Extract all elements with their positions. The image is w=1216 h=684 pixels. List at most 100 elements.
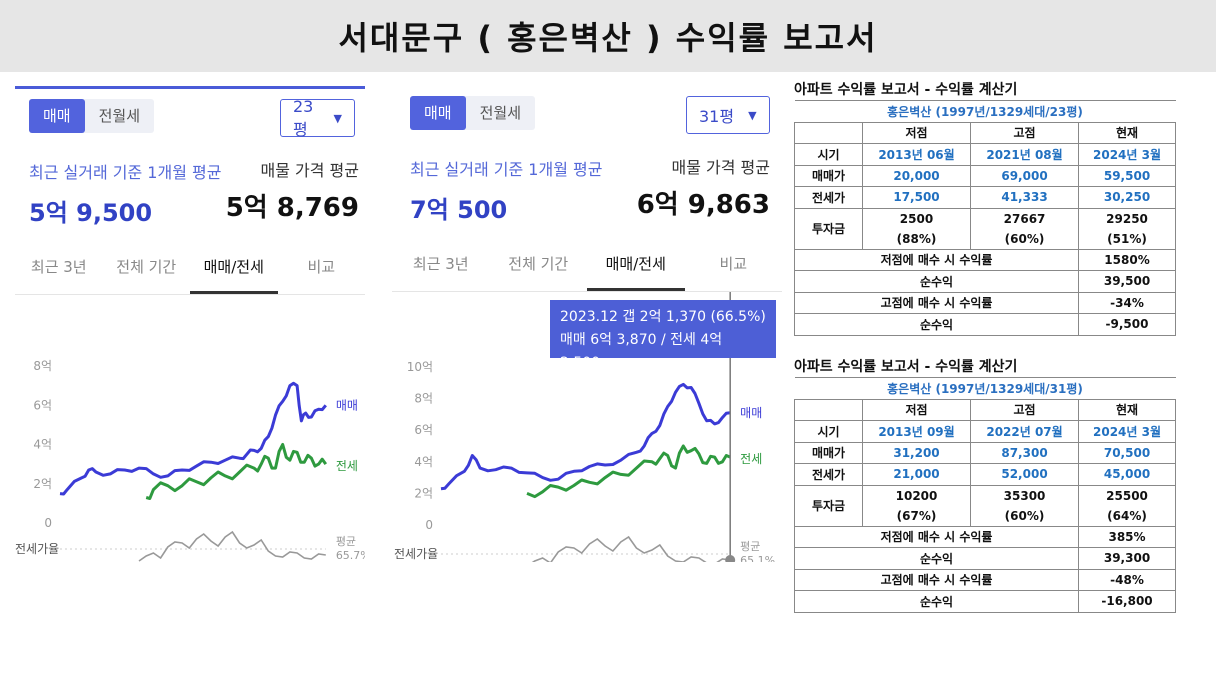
cell-sale-low: 31,200 bbox=[861, 441, 972, 464]
invest-amount: 25500 bbox=[1106, 488, 1148, 503]
series-line-sale bbox=[440, 382, 731, 491]
period-tabs: 최근 3년 전체 기간 매매/전세 비교 bbox=[392, 244, 782, 292]
summary-value: -16,800 bbox=[1078, 590, 1176, 613]
cell-jeonse-current: 30,250 bbox=[1078, 186, 1176, 209]
tab-compare[interactable]: 비교 bbox=[719, 255, 748, 273]
y-tick-label: 10억 bbox=[407, 360, 433, 374]
y-tick-label: 6억 bbox=[414, 423, 433, 437]
summary-value: 39,500 bbox=[1078, 270, 1176, 293]
summary-label: 고점에 매수 시 수익률 bbox=[793, 568, 1080, 591]
header-low: 저점 bbox=[861, 398, 972, 421]
cell-period-current: 2024년 3월 bbox=[1078, 420, 1176, 443]
trade-type-toggle: 매매 전월세 bbox=[29, 99, 155, 133]
price-panel-31: 매매 전월세 31평 ▼ 최근 실거래 기준 1개월 평균 7억 500 매물 … bbox=[392, 86, 782, 626]
cell-invest-current: 29250 (51%) bbox=[1078, 207, 1176, 250]
size-dropdown[interactable]: 31평 ▼ bbox=[686, 96, 770, 134]
header-empty bbox=[794, 121, 863, 144]
trade-type-toggle: 매매 전월세 bbox=[410, 96, 536, 130]
row-label-jeonse: 전세가 bbox=[794, 463, 863, 486]
cell-period-high: 2021년 08월 bbox=[970, 143, 1080, 166]
chevron-down-icon: ▼ bbox=[333, 111, 342, 125]
invest-amount: 2500 bbox=[899, 211, 934, 226]
series-line-jeonse bbox=[145, 443, 328, 500]
tab-all-period[interactable]: 전체 기간 bbox=[116, 258, 177, 276]
y-tick-label: 8억 bbox=[414, 392, 433, 406]
tooltip-line-gap: 2023.12 갭 2억 1,370 (66.5%) bbox=[560, 309, 766, 325]
size-value: 31평 bbox=[699, 107, 735, 126]
yield-calculator-31: 아파트 수익률 보고서 - 수익률 계산기 홍은벽산 (1997년/1329세대… bbox=[793, 357, 1176, 613]
cursor-dot bbox=[725, 555, 736, 562]
cell-sale-high: 69,000 bbox=[970, 164, 1080, 187]
summary-label: 순수익 bbox=[793, 547, 1080, 570]
invest-pct: (67%) bbox=[896, 508, 937, 523]
invest-pct: (60%) bbox=[1004, 508, 1045, 523]
cell-invest-high: 27667 (60%) bbox=[970, 207, 1080, 250]
cell-sale-current: 70,500 bbox=[1078, 441, 1176, 464]
apartment-info: 홍은벽산 (1997년/1329세대/23평) bbox=[794, 100, 1176, 123]
series-label-jeonse: 전세 bbox=[336, 459, 358, 473]
page-title: 서대문구 ( 홍은벽산 ) 수익률 보고서 bbox=[338, 19, 878, 57]
cell-invest-low: 2500 (88%) bbox=[861, 207, 972, 250]
ask-price-label: 매물 가격 평균 bbox=[260, 161, 360, 180]
tab-sale-jeonse[interactable]: 매매/전세 bbox=[190, 247, 278, 294]
summary-label: 순수익 bbox=[793, 270, 1080, 293]
cell-invest-high: 35300 (60%) bbox=[970, 484, 1080, 527]
price-chart: 8억6억4억2억02006200820102012201420162018202… bbox=[15, 359, 365, 562]
header-current: 현재 bbox=[1078, 121, 1176, 144]
y-tick-label: 4억 bbox=[414, 455, 433, 469]
ratio-line bbox=[138, 530, 326, 562]
tab-sale-jeonse[interactable]: 매매/전세 bbox=[587, 244, 685, 291]
invest-amount: 35300 bbox=[1003, 488, 1046, 503]
cell-period-high: 2022년 07월 bbox=[970, 420, 1080, 443]
summary-value: -48% bbox=[1078, 568, 1176, 591]
row-label-period: 시기 bbox=[794, 420, 863, 443]
period-tabs: 최근 3년 전체 기간 매매/전세 비교 bbox=[15, 247, 365, 295]
avg-label: 평균 bbox=[740, 540, 760, 553]
series-label-sale: 매매 bbox=[740, 406, 762, 420]
invest-pct: (88%) bbox=[896, 231, 937, 246]
invest-amount: 10200 bbox=[895, 488, 938, 503]
series-label-jeonse: 전세 bbox=[740, 452, 762, 466]
toggle-sale[interactable]: 매매 bbox=[410, 96, 466, 130]
ratio-label: 전세가율 bbox=[15, 542, 59, 556]
header-high: 고점 bbox=[970, 398, 1080, 421]
toggle-rent[interactable]: 전월세 bbox=[479, 104, 522, 122]
tab-all-period[interactable]: 전체 기간 bbox=[508, 255, 569, 273]
invest-amount: 27667 bbox=[1003, 211, 1046, 226]
tab-recent-3y[interactable]: 최근 3년 bbox=[412, 255, 469, 273]
summary-value: 1580% bbox=[1078, 248, 1176, 271]
cell-jeonse-low: 21,000 bbox=[861, 463, 972, 486]
header-high: 고점 bbox=[970, 121, 1080, 144]
tooltip-line-prices: 매매 6억 3,870 / 전세 4억 2,500 bbox=[560, 332, 723, 371]
ask-price-label: 매물 가격 평균 bbox=[671, 158, 771, 177]
toggle-rent[interactable]: 전월세 bbox=[98, 107, 141, 125]
cell-invest-low: 10200 (67%) bbox=[861, 484, 972, 527]
tab-recent-3y[interactable]: 최근 3년 bbox=[30, 258, 87, 276]
summary-label: 고점에 매수 시 수익률 bbox=[793, 291, 1080, 314]
y-tick-label: 2억 bbox=[33, 477, 52, 491]
row-label-jeonse: 전세가 bbox=[794, 186, 863, 209]
header-empty bbox=[794, 398, 863, 421]
size-dropdown[interactable]: 23평 ▼ bbox=[280, 97, 355, 139]
series-line-jeonse bbox=[526, 444, 731, 499]
summary-value: -34% bbox=[1078, 291, 1176, 314]
avg-label: 평균 bbox=[336, 535, 356, 548]
cell-jeonse-current: 45,000 bbox=[1078, 463, 1176, 486]
summary-label: 순수익 bbox=[793, 313, 1080, 336]
summary-value: 385% bbox=[1078, 525, 1176, 548]
series-line-sale bbox=[59, 381, 327, 496]
cell-period-current: 2024년 3월 bbox=[1078, 143, 1176, 166]
recent-trade-label: 최근 실거래 기준 1개월 평균 bbox=[410, 160, 603, 179]
toggle-sale[interactable]: 매매 bbox=[29, 99, 85, 133]
row-label-sale: 매매가 bbox=[794, 164, 863, 187]
y-tick-label: 0 bbox=[425, 518, 433, 532]
y-tick-label: 6억 bbox=[33, 398, 52, 412]
header-current: 현재 bbox=[1078, 398, 1176, 421]
price-chart: 10억8억6억4억2억02006200820102012201420162018… bbox=[394, 292, 775, 562]
chevron-down-icon: ▼ bbox=[748, 108, 757, 122]
calc-title: 아파트 수익률 보고서 - 수익률 계산기 bbox=[794, 82, 1018, 98]
tab-compare[interactable]: 비교 bbox=[307, 258, 336, 276]
row-label-invest: 투자금 bbox=[794, 207, 863, 250]
chart-tooltip: 2023.12 갭 2억 1,370 (66.5%) 매매 6억 3,870 /… bbox=[550, 300, 776, 371]
cell-sale-low: 20,000 bbox=[861, 164, 972, 187]
